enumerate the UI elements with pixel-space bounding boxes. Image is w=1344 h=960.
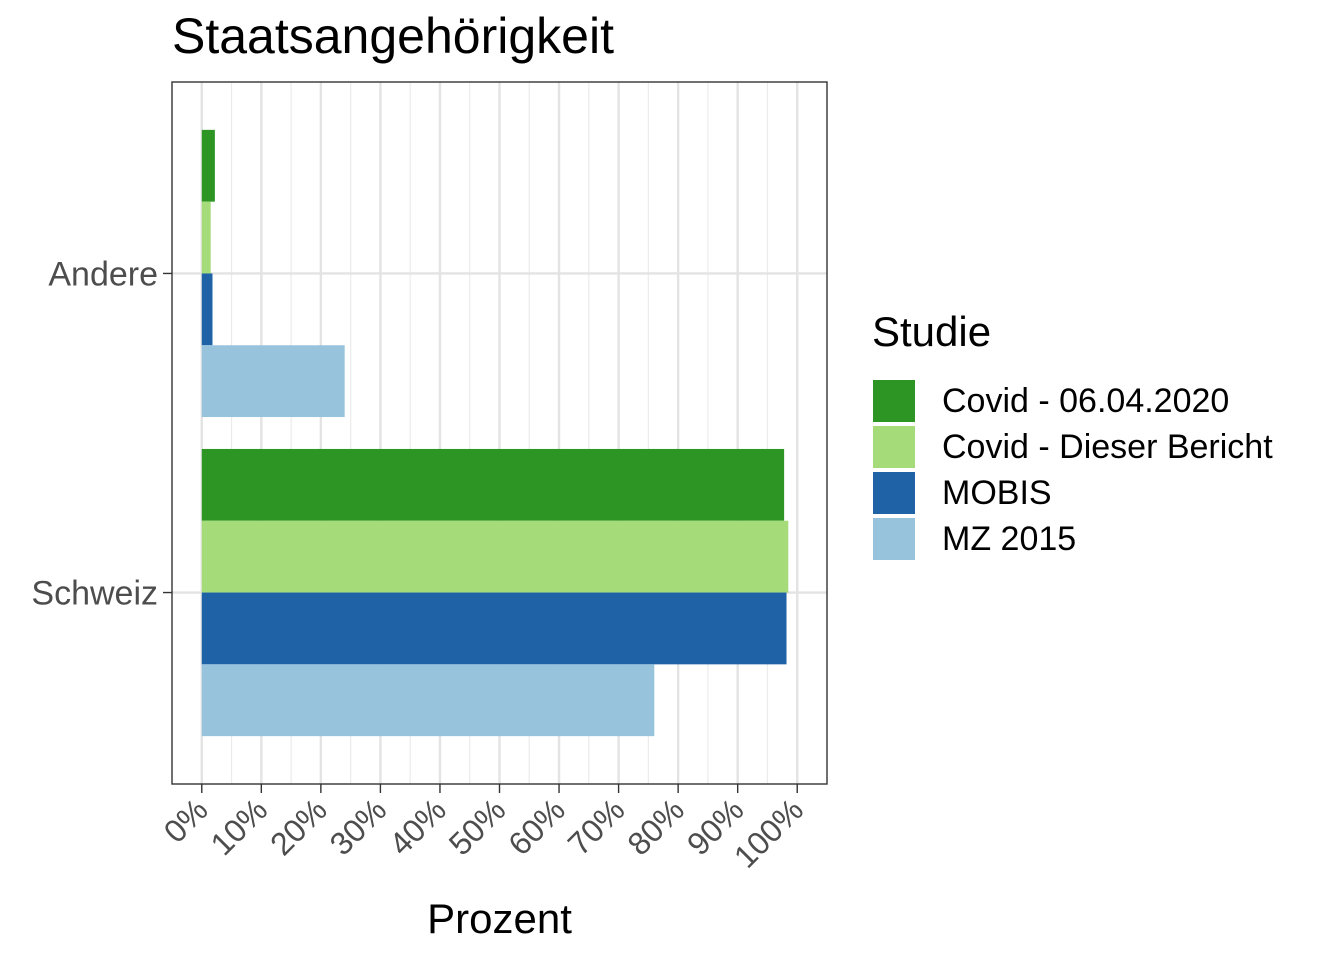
x-tick-label: 60% bbox=[501, 791, 572, 862]
x-tick-label: 40% bbox=[382, 791, 453, 862]
legend-label: MZ 2015 bbox=[942, 520, 1077, 558]
bar bbox=[201, 129, 215, 202]
legend: Studie Covid - 06.04.2020 Covid - Dieser… bbox=[872, 306, 1273, 562]
bar bbox=[201, 664, 655, 737]
legend-swatch bbox=[872, 425, 916, 469]
x-tick-label: 50% bbox=[442, 791, 513, 862]
legend-item: Covid - Dieser Bericht bbox=[872, 424, 1273, 470]
x-tick-label: 10% bbox=[204, 791, 275, 862]
legend-item: MOBIS bbox=[872, 470, 1273, 516]
chart-title: Staatsangehörigkeit bbox=[172, 8, 614, 64]
legend-swatch bbox=[872, 379, 916, 423]
x-tick-label: 0% bbox=[157, 791, 215, 849]
legend-label: MOBIS bbox=[942, 474, 1052, 512]
legend-swatch bbox=[872, 471, 916, 515]
legend-label: Covid - 06.04.2020 bbox=[942, 382, 1230, 420]
bar bbox=[201, 520, 789, 593]
legend-item: MZ 2015 bbox=[872, 516, 1273, 562]
bar bbox=[201, 201, 211, 274]
bar bbox=[201, 273, 213, 346]
legend-swatch bbox=[872, 517, 916, 561]
legend-label: Covid - Dieser Bericht bbox=[942, 428, 1273, 466]
bar bbox=[201, 592, 787, 665]
legend-item: Covid - 06.04.2020 bbox=[872, 378, 1273, 424]
y-tick-label: Andere bbox=[48, 255, 158, 293]
legend-title: Studie bbox=[872, 308, 992, 355]
x-tick-label: 20% bbox=[263, 791, 334, 862]
x-tick-label: 70% bbox=[561, 791, 632, 862]
bar bbox=[201, 448, 785, 521]
x-axis-title: Prozent bbox=[427, 895, 572, 942]
x-tick-label: 30% bbox=[323, 791, 394, 862]
x-tick-label: 100% bbox=[727, 791, 810, 874]
y-tick-label: Schweiz bbox=[31, 575, 158, 613]
bar bbox=[201, 345, 345, 418]
x-tick-label: 80% bbox=[620, 791, 691, 862]
